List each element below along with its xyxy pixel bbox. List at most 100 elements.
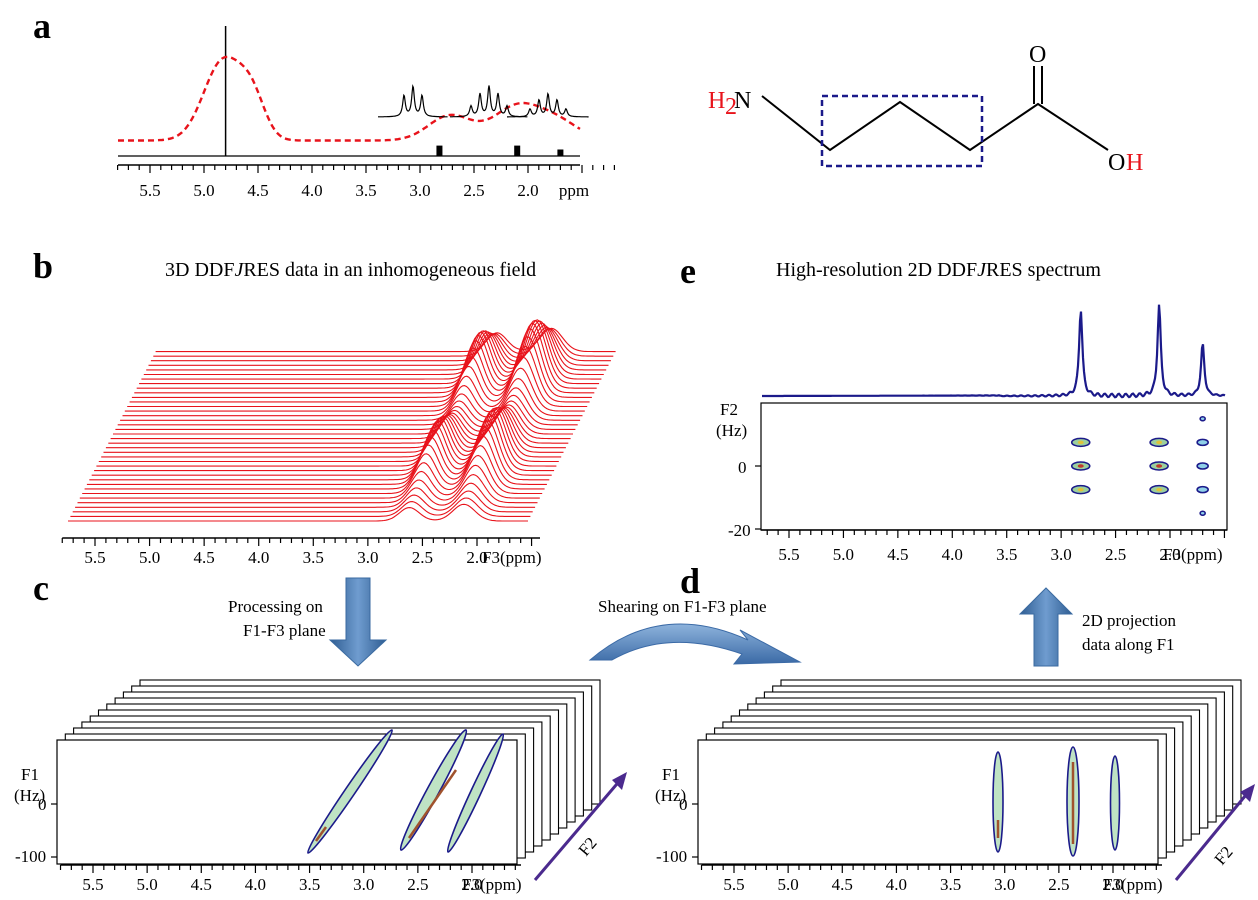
tick-label-5.0: 5.0 — [193, 181, 214, 200]
panel-d-ylabel-1: F1 — [662, 765, 680, 784]
projection-label-2: data along F1 — [1082, 635, 1175, 654]
stack-slice — [122, 378, 583, 417]
stack-slice — [146, 322, 607, 371]
tick-label-5.0: 5.0 — [139, 548, 160, 567]
tick-label-3.0: 3.0 — [994, 875, 1015, 894]
panel-c-ytick-100: -100 — [15, 847, 46, 866]
tick-label-2.0: 2.0 — [517, 181, 538, 200]
stack-slice — [127, 356, 588, 408]
panel-letter-e: e — [680, 251, 696, 291]
stack-slice — [150, 326, 611, 362]
panel-d-axis: 5.5 5.0 4.5 4.0 3.5 3.0 2.5 2.0F3(ppm) — [700, 864, 1163, 894]
panel-e-contours — [1070, 415, 1209, 517]
panel-c-ylabel-1: F1 — [21, 765, 39, 784]
tick-label-3.5: 3.5 — [299, 875, 320, 894]
stack-slice — [143, 320, 604, 376]
stack-slice — [70, 497, 531, 517]
contour-2-1 — [1196, 438, 1209, 447]
stack-slice — [75, 482, 536, 508]
panel-letter-a: a — [33, 6, 51, 46]
panel-d-ylabel-2: (Hz) — [655, 786, 686, 805]
tick-label-4.0: 4.0 — [248, 548, 269, 567]
amine-subscript: 2 — [725, 94, 737, 120]
stack-slice — [98, 407, 559, 463]
panel-a-1d-spectrum — [118, 26, 589, 157]
tick-label-4.5: 4.5 — [191, 875, 212, 894]
tick-label-2.5: 2.5 — [1105, 545, 1126, 564]
tick-label-2.0: 2.0 — [1159, 545, 1180, 564]
processing-label-2: F1-F3 plane — [243, 621, 326, 640]
shear-arrow — [588, 623, 802, 665]
multiplet-inset-1 — [450, 85, 528, 118]
stack-slice — [82, 454, 543, 495]
panel-c-ytick-0: 0 — [38, 795, 47, 814]
projection-spectrum — [762, 304, 1226, 399]
stack-slice — [86, 435, 547, 485]
dashed-inhomogeneous-spectrum — [118, 55, 581, 142]
solid-peak-3 — [557, 149, 564, 156]
tick-label-5.5: 5.5 — [139, 181, 160, 200]
tick-label-5.5: 5.5 — [82, 875, 103, 894]
axis-unit-label: F3(ppm) — [482, 548, 542, 567]
panel-c-front-plane — [51, 729, 518, 865]
panel-c-ylabel-2: (Hz) — [14, 786, 45, 805]
tick-label-5.5: 5.5 — [778, 545, 799, 564]
panel-e-projection — [762, 304, 1226, 399]
stack-slice — [77, 474, 538, 504]
panel-d-ytick-100: -100 — [656, 847, 687, 866]
multiplet-inset-0 — [378, 83, 448, 118]
panel-d-front-plane — [692, 739, 1159, 865]
tick-label-3.0: 3.0 — [353, 875, 374, 894]
tick-label-2.5: 2.5 — [1048, 875, 1069, 894]
tick-label-4.5: 4.5 — [194, 548, 215, 567]
carbonyl-o: O — [1029, 42, 1046, 68]
tick-label-3.5: 3.5 — [355, 181, 376, 200]
tick-label-ppm: ppm — [559, 181, 589, 200]
stack-slice — [153, 327, 614, 357]
panel-d-ytick-0: 0 — [679, 795, 688, 814]
tilted-peak-core-0 — [314, 826, 328, 842]
tick-label-4.5: 4.5 — [832, 875, 853, 894]
solid-peak-1 — [436, 145, 443, 156]
panel-b-title: 3D DDFJRES data in an inhomogeneous fiel… — [165, 259, 536, 281]
tick-label-5.5: 5.5 — [84, 548, 105, 567]
stack-slice — [155, 327, 616, 353]
contour-core-0-2 — [1077, 487, 1084, 492]
tick-label-4.5: 4.5 — [887, 545, 908, 564]
carbon-chain — [761, 95, 1109, 152]
tick-label-2.5: 2.5 — [412, 548, 433, 567]
stack-slice — [129, 345, 590, 403]
front-plane-frame — [56, 739, 518, 865]
stack-slice — [72, 490, 533, 513]
solid-peak-2 — [514, 145, 521, 156]
tick-label-4.0: 4.0 — [942, 545, 963, 564]
panel-e-axis: 5.5 5.0 4.5 4.0 3.5 3.0 2.5 2.0F3(ppm) — [755, 465, 1227, 564]
projection-arrow — [1018, 587, 1074, 667]
tick-label-3.5: 3.5 — [940, 875, 961, 894]
contour-core-1-1 — [1156, 464, 1163, 468]
axis-unit-label: F3(ppm) — [1103, 875, 1163, 894]
stack-slice — [124, 367, 585, 412]
highlight-box — [820, 94, 984, 168]
panel-d-f2-arrow — [1174, 784, 1255, 881]
contour-core-0-0 — [1077, 440, 1084, 445]
hydroxyl-h: H — [1126, 150, 1143, 176]
stack-slice — [68, 503, 528, 522]
processing-label-1: Processing on — [228, 597, 323, 616]
panel-a-axis: 5.5 5.0 4.5 4.0 3.5 3.0 2.5 2.0 ppm — [116, 164, 616, 200]
panel-e-title: High-resolution 2D DDFJRES spectrum — [776, 259, 1101, 281]
tick-label-3.5: 3.5 — [303, 548, 324, 567]
panel-c-axis: 5.5 5.0 4.5 4.0 3.5 3.0 2.5 2.0F3(ppm) — [59, 864, 522, 894]
stack-slice — [101, 406, 562, 458]
hydroxyl-o: O — [1108, 150, 1125, 176]
panel-e-ytick-0: 0 — [738, 458, 747, 477]
processing-arrow — [328, 577, 388, 667]
tick-label-2.5: 2.5 — [463, 181, 484, 200]
tick-label-5.0: 5.0 — [778, 875, 799, 894]
tick-label-2.5: 2.5 — [407, 875, 428, 894]
panel-e-ytick-20: -20 — [728, 521, 751, 540]
vertical-peak-2 — [1109, 755, 1121, 851]
panel-c-f2-arrow — [533, 772, 627, 881]
contour-core-1-2 — [1156, 487, 1163, 492]
